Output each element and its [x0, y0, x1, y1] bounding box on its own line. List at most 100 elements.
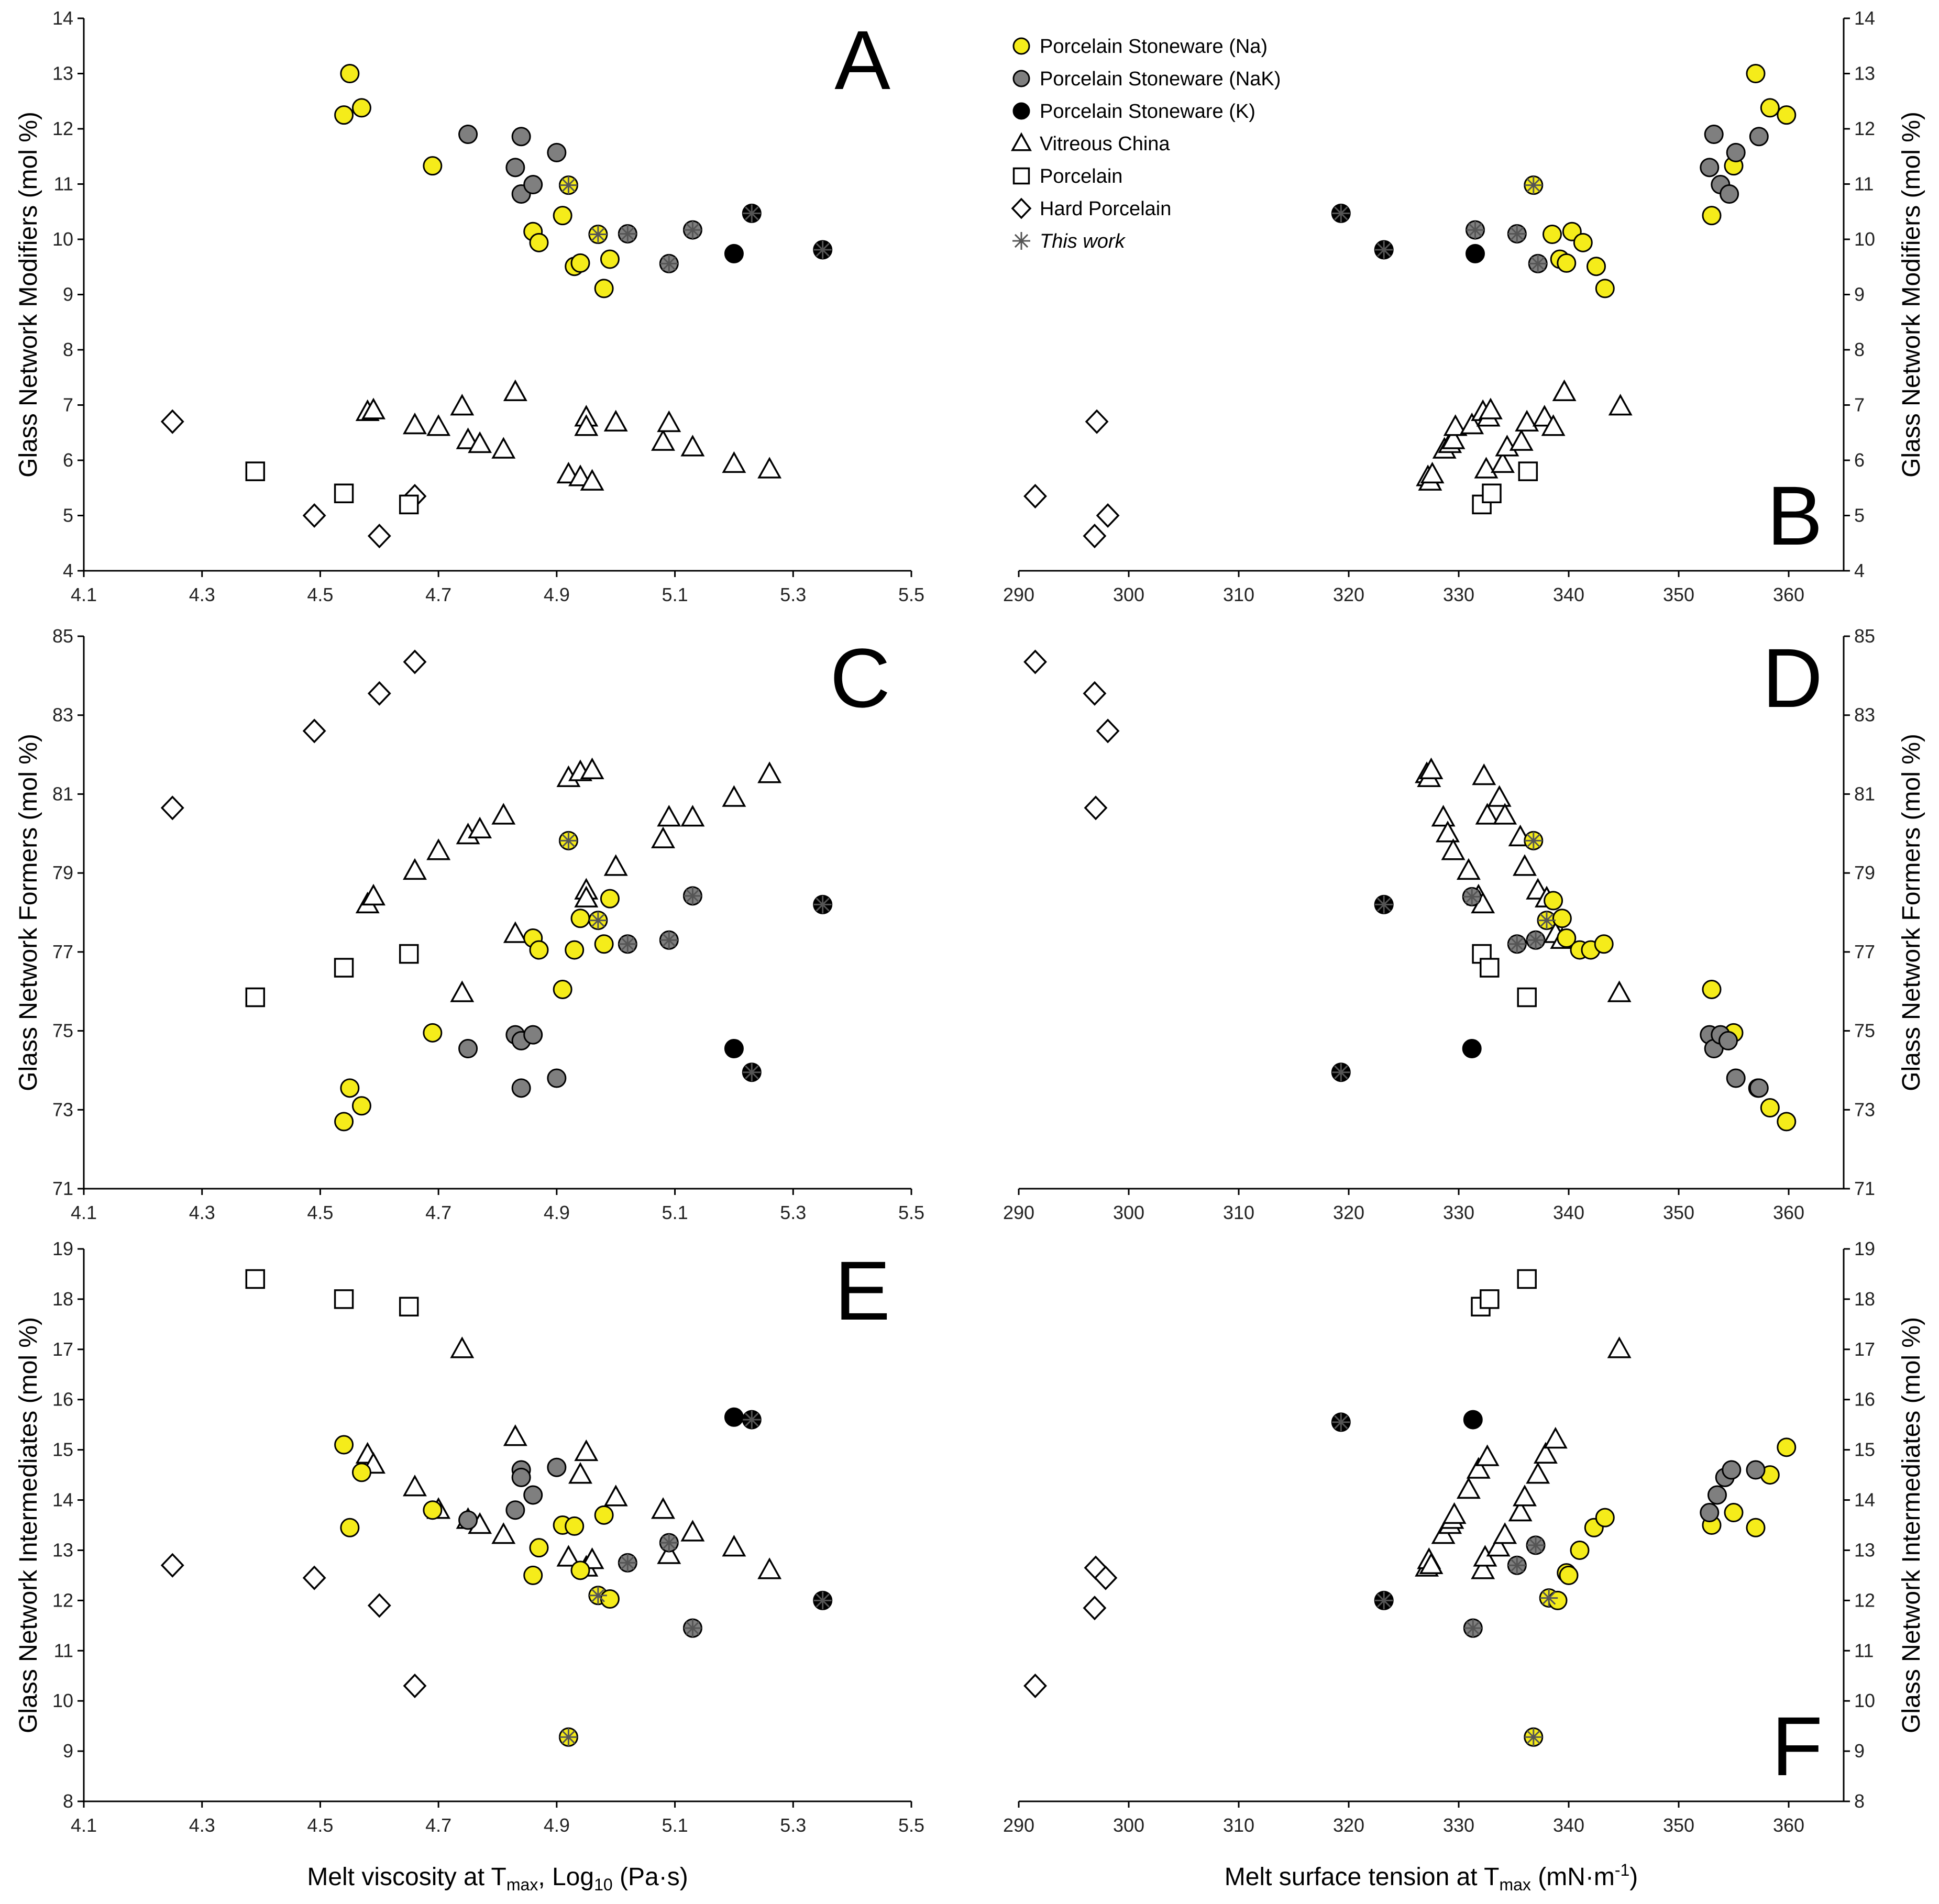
point-na — [1573, 233, 1593, 252]
point-nak — [1707, 1485, 1727, 1505]
point-hp — [1083, 1596, 1107, 1621]
panel-D: 290 300 310 320 330 340 350 360 71 73 75 77 79 81 83 85… — [1003, 625, 1925, 1223]
point-na — [570, 1560, 590, 1580]
point-na — [1570, 1540, 1590, 1560]
y-tick-label: 79 — [1854, 862, 1875, 883]
point-na — [1777, 1112, 1797, 1132]
point-nak — [1700, 158, 1720, 178]
point-vc — [1486, 1535, 1511, 1557]
y-tick-label: 18 — [52, 1288, 73, 1310]
panel-letter: F — [1771, 1699, 1823, 1793]
point-p — [1517, 1269, 1537, 1289]
point-vc — [1475, 1444, 1500, 1466]
point-na — [594, 1505, 614, 1525]
point-tw — [619, 935, 637, 953]
point-vc — [1431, 805, 1456, 827]
point-vc — [450, 1336, 475, 1358]
x-tick-label: 300 — [1113, 1814, 1144, 1836]
point-vc — [1436, 821, 1460, 843]
y-tick-label: 75 — [52, 1020, 73, 1042]
point-vc — [1515, 409, 1539, 432]
x-tick-label: 5.5 — [898, 584, 924, 605]
point-na — [565, 1516, 585, 1536]
y-tick-label: 8 — [63, 339, 73, 360]
point-na — [529, 1538, 549, 1558]
x-tick-label: 4.7 — [425, 584, 451, 605]
x-tick-label: 310 — [1223, 1814, 1254, 1836]
x-tick-label: 360 — [1773, 1814, 1804, 1836]
point-na — [565, 940, 585, 960]
point-na — [351, 1463, 371, 1482]
point-vc — [1509, 429, 1534, 451]
point-na — [340, 64, 360, 83]
point-tw — [684, 1619, 702, 1637]
y-tick-label: 77 — [52, 941, 73, 962]
point-tw — [1527, 931, 1545, 949]
point-na — [1587, 257, 1606, 276]
point-na — [1760, 98, 1780, 118]
y-tick-label: 71 — [52, 1178, 73, 1199]
y-axis-title: Glass Network Formers (mol %) — [15, 734, 42, 1091]
point-vc — [603, 854, 628, 876]
point-vc — [1491, 451, 1515, 473]
point-p — [1482, 483, 1502, 504]
point-na — [1746, 1518, 1766, 1537]
panel-A: 4.1 4.3 4.5 4.7 4.9 5.1 5.3 5.5 4 5 6 7 8 9 10 11 12 13 14… — [15, 7, 924, 605]
x-tick-label: 4.3 — [189, 584, 215, 605]
y-tick-label: 15 — [1854, 1439, 1875, 1460]
point-nak — [523, 1025, 543, 1045]
panel-letter: B — [1767, 469, 1823, 562]
legend-label-vc: Vitreous China — [1040, 133, 1170, 155]
legend-marker-tw — [1012, 232, 1030, 250]
y-tick-label: 8 — [1854, 339, 1865, 360]
legend-label-hp: Hard Porcelain — [1040, 198, 1171, 220]
point-na — [600, 889, 620, 909]
x-tick-label: 4.5 — [307, 1814, 333, 1836]
point-p — [334, 958, 354, 978]
point-hp — [367, 523, 391, 549]
panel-F: 290 300 310 320 330 340 350 360 8 9 10 11 12 13 14 15 16… — [1003, 1238, 1925, 1836]
x-tick-label: 330 — [1443, 584, 1474, 605]
point-vc — [1541, 414, 1566, 436]
point-tw — [1508, 935, 1526, 953]
point-na — [351, 1096, 371, 1116]
point-hp — [1096, 503, 1120, 528]
point-tw — [1375, 241, 1393, 259]
x-tick-label: 290 — [1003, 1814, 1034, 1836]
x-tick-label: 320 — [1333, 1202, 1364, 1223]
y-tick-label: 83 — [1854, 704, 1875, 726]
x-tick-label: 4.3 — [189, 1202, 215, 1223]
y-tick-label: 19 — [52, 1238, 73, 1259]
x-tick-label: 300 — [1113, 584, 1144, 605]
point-nak — [1749, 127, 1769, 147]
point-nak — [547, 142, 567, 162]
point-hp — [1023, 1673, 1047, 1698]
point-vc — [1441, 427, 1466, 449]
point-vc — [568, 1462, 592, 1484]
point-vc — [722, 451, 746, 473]
panel-letter: C — [830, 631, 890, 725]
point-vc — [580, 469, 604, 491]
point-tw — [743, 1063, 761, 1081]
point-vc — [680, 435, 705, 457]
point-vc — [568, 464, 592, 486]
point-vc — [491, 1522, 516, 1544]
y-tick-label: 9 — [63, 284, 73, 305]
y-tick-label: 81 — [52, 783, 73, 804]
point-nak — [511, 127, 531, 147]
point-vc — [468, 816, 492, 838]
point-nak — [1722, 1460, 1742, 1480]
point-na — [423, 156, 443, 176]
point-hp — [302, 718, 326, 744]
panel-C: 4.1 4.3 4.5 4.7 4.9 5.1 5.3 5.5 71 73 75 77 79 81 83 85… — [15, 625, 924, 1223]
point-hp — [403, 649, 427, 674]
point-tw — [1529, 254, 1547, 273]
point-tw — [1332, 1413, 1350, 1431]
point-vc — [450, 980, 475, 1002]
y-tick-label: 7 — [1854, 394, 1865, 416]
point-vc — [403, 858, 427, 880]
point-tw — [619, 1554, 637, 1572]
point-tw — [1508, 225, 1526, 243]
point-hp — [403, 1673, 427, 1698]
point-tw — [743, 1411, 761, 1429]
